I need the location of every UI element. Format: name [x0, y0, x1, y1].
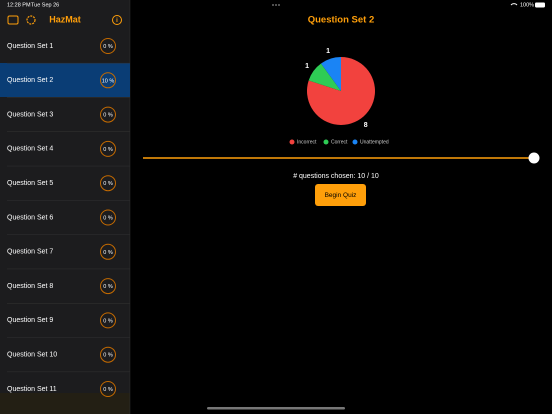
progress-label: 0 %: [103, 318, 113, 324]
pie-value-label: 8: [364, 122, 368, 129]
progress-ring: [100, 209, 116, 226]
progress-ring: [100, 140, 116, 157]
progress-label: 0 %: [103, 113, 113, 119]
legend-label: Incorrect: [297, 139, 317, 145]
info-icon[interactable]: [112, 15, 122, 25]
begin-button-label: Begin Quiz: [325, 192, 357, 199]
selected-row: [0, 63, 130, 97]
row-label: Question Set 9: [7, 317, 53, 324]
sidebar-toolbar: [0, 393, 130, 414]
row-label: Question Set 11: [7, 386, 57, 393]
legend-swatch: [289, 139, 295, 145]
pie-slice: [321, 57, 341, 91]
row-label: Question Set 4: [7, 146, 53, 153]
pie-value-label: 1: [326, 48, 330, 55]
status-time: 12:28 PM: [7, 2, 31, 8]
slider-thumb[interactable]: [528, 152, 540, 164]
progress-label: 10 %: [102, 78, 115, 84]
progress-label: 0 %: [103, 284, 113, 290]
legend-label: Correct: [331, 139, 348, 145]
row-label: Question Set 6: [7, 214, 53, 221]
info-glyph: i: [116, 18, 118, 24]
progress-label: 0 %: [103, 387, 113, 393]
progress-label: 0 %: [103, 215, 113, 221]
progress-label: 0 %: [103, 147, 113, 153]
row-label: Question Set 8: [7, 283, 53, 290]
main-title: Question Set 2: [308, 15, 375, 26]
legend-swatch: [323, 139, 329, 145]
wifi-icon: [510, 3, 518, 6]
progress-ring: [100, 106, 116, 123]
row-label: Question Set 5: [7, 180, 53, 187]
status-battery: 100%: [520, 2, 534, 8]
progress-ring: [100, 243, 116, 260]
questions-chosen: # questions chosen: 10 / 10: [293, 173, 379, 180]
sidebar-icon[interactable]: [7, 15, 19, 25]
legend-swatch: [352, 139, 358, 145]
progress-label: 0 %: [103, 353, 113, 359]
progress-ring: [100, 346, 116, 363]
begin-button[interactable]: [315, 184, 366, 206]
pie-value-label: 1: [305, 63, 309, 70]
progress-ring: [100, 38, 116, 54]
row-label: Question Set 1: [7, 43, 53, 50]
home-indicator: [207, 407, 345, 410]
settings-icon[interactable]: [26, 15, 36, 25]
multitask-dots: [272, 4, 280, 6]
pie-slice: [308, 63, 341, 91]
row-label: Question Set 3: [7, 111, 53, 118]
pie-slice: [307, 56, 376, 126]
progress-ring: [100, 312, 116, 329]
row-label: Question Set 2: [7, 77, 53, 84]
battery-icon: [535, 2, 545, 8]
progress-ring: [100, 72, 116, 89]
sidebar-title: HazMat: [49, 14, 81, 24]
status-date: Tue Sep 26: [31, 2, 59, 8]
row-label: Question Set 7: [7, 249, 53, 256]
progress-ring: [100, 278, 116, 295]
progress-label: 0 %: [103, 181, 113, 187]
progress-ring: [100, 175, 116, 192]
row-label: Question Set 10: [7, 352, 57, 359]
progress-label: 0 %: [103, 44, 113, 50]
legend-label: Unattempted: [360, 139, 389, 145]
progress-ring: [100, 381, 116, 397]
progress-label: 0 %: [103, 250, 113, 256]
